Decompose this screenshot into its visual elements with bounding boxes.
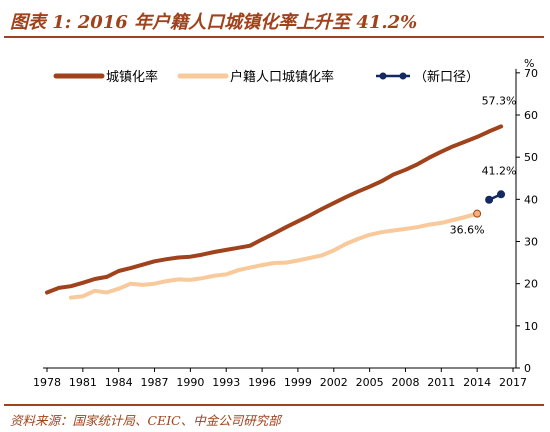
legend-label-urbanization: 城镇化率: [106, 69, 158, 85]
x-tick-label: 1981: [69, 376, 97, 389]
x-tick-label: 2008: [391, 376, 419, 389]
y-unit-label: %: [524, 57, 534, 70]
x-tick-label: 1987: [141, 376, 169, 389]
series-hukou-line: [68, 211, 480, 300]
legend-label-new-caliber: （新口径）: [414, 69, 479, 85]
x-tick-label: 2002: [320, 376, 348, 389]
series-new-caliber-point: [485, 195, 494, 204]
chart-title: 图表 1: 2016 年户籍人口城镇化率上升至 41.2%: [10, 12, 418, 33]
annotations: 57.3% 41.2% 36.6%: [450, 94, 517, 236]
legend-marker-new-caliber: [379, 72, 387, 80]
title-rule: [4, 36, 544, 38]
data-label: 36.6%: [450, 224, 485, 237]
y-tick-label: 70: [524, 67, 538, 80]
y-axis: 0 10 20 30 40 50 60 70%: [515, 57, 538, 375]
y-tick-label: 0: [524, 362, 531, 375]
x-tick-label: 1993: [212, 376, 240, 389]
source-note: 资料来源：国家统计局、CEIC、中金公司研究部: [10, 413, 281, 428]
x-tick-label: 2011: [427, 376, 455, 389]
x-axis: 1978 1981 1984 1987 1990 1993 1996 1999 2002 2005…: [33, 367, 527, 389]
x-tick-label: 1984: [105, 376, 133, 389]
series-new-caliber-point: [497, 190, 506, 199]
y-tick-label: 40: [524, 193, 538, 206]
plot-area: [45, 124, 506, 300]
legend: 城镇化率 户籍人口城镇化率 （新口径）: [53, 69, 479, 85]
series-urbanization-line: [45, 124, 504, 295]
x-tick-label: 2005: [356, 376, 384, 389]
legend-marker-new-caliber: [399, 72, 407, 80]
y-tick-label: 50: [524, 151, 538, 164]
y-tick-label: 10: [524, 320, 538, 333]
x-tick-label: 1978: [33, 376, 61, 389]
legend-label-hukou: 户籍人口城镇化率: [230, 69, 334, 85]
x-tick-label: 1990: [176, 376, 204, 389]
y-tick-label: 20: [524, 278, 538, 291]
x-tick-label: 1999: [284, 376, 312, 389]
y-tick-label: 30: [524, 236, 538, 249]
x-tick-label: 2017: [499, 376, 527, 389]
series-hukou-end-point: [473, 209, 482, 218]
y-tick-label: 60: [524, 109, 538, 122]
x-tick-label: 1996: [248, 376, 276, 389]
x-tick-label: 2014: [463, 376, 491, 389]
data-label: 41.2%: [482, 164, 517, 177]
data-label: 57.3%: [482, 94, 517, 107]
footer-rule: [4, 404, 544, 406]
